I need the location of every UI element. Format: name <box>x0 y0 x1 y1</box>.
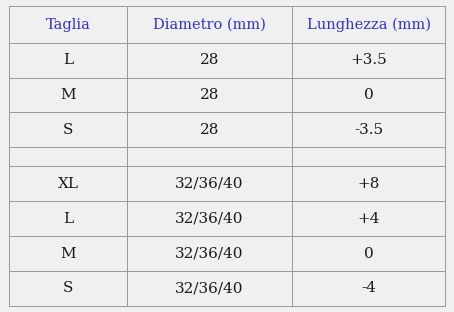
Text: 32/36/40: 32/36/40 <box>175 281 244 295</box>
Text: L: L <box>63 212 73 226</box>
Text: 32/36/40: 32/36/40 <box>175 177 244 191</box>
Text: M: M <box>60 88 76 102</box>
Text: XL: XL <box>57 177 79 191</box>
Text: Taglia: Taglia <box>45 17 90 32</box>
Text: L: L <box>63 53 73 67</box>
Text: -3.5: -3.5 <box>354 123 383 137</box>
Text: S: S <box>63 281 73 295</box>
Text: Diametro (mm): Diametro (mm) <box>153 17 266 32</box>
Text: S: S <box>63 123 73 137</box>
Text: 28: 28 <box>200 88 219 102</box>
Text: +8: +8 <box>357 177 380 191</box>
Text: 32/36/40: 32/36/40 <box>175 246 244 261</box>
Text: 28: 28 <box>200 123 219 137</box>
Text: 0: 0 <box>364 88 374 102</box>
Text: Lunghezza (mm): Lunghezza (mm) <box>306 17 431 32</box>
Text: 32/36/40: 32/36/40 <box>175 212 244 226</box>
Text: M: M <box>60 246 76 261</box>
Text: 0: 0 <box>364 246 374 261</box>
Text: +3.5: +3.5 <box>350 53 387 67</box>
Text: +4: +4 <box>357 212 380 226</box>
Text: 28: 28 <box>200 53 219 67</box>
Text: -4: -4 <box>361 281 376 295</box>
